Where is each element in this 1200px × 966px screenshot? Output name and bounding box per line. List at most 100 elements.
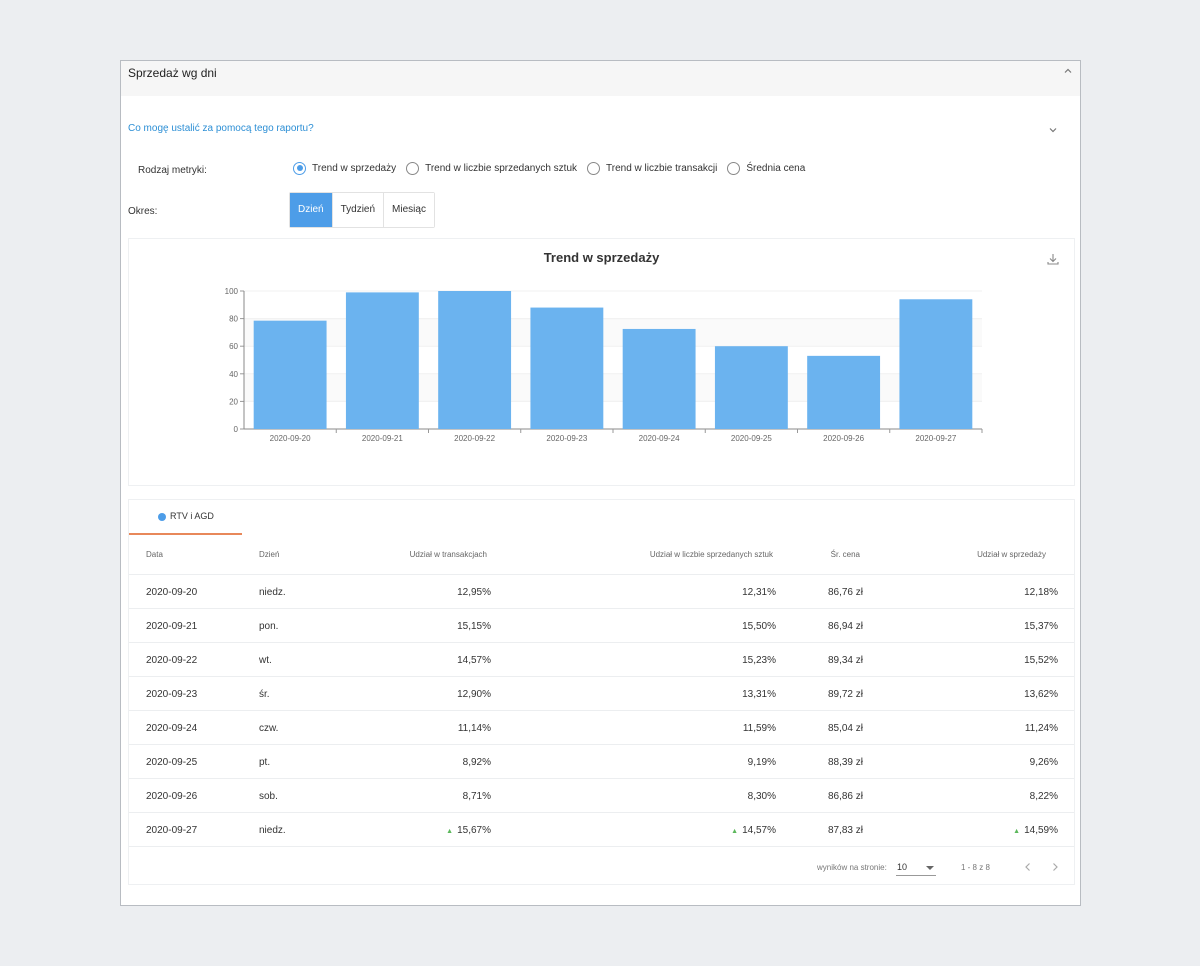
table-row[interactable]: 2020-09-21 pon. 15,15% 15,50% 86,94 zł 15,37% (129, 609, 1074, 643)
cell-transactions: ▲ 15,67% (446, 825, 491, 836)
cell-value: 15,37% (1024, 621, 1058, 632)
cell-date: 2020-09-22 (146, 655, 197, 666)
chevron-down-icon[interactable] (1047, 124, 1059, 136)
cell-transactions: 12,95% (457, 587, 491, 598)
bar[interactable] (622, 328, 696, 429)
radio-button[interactable] (727, 161, 741, 175)
cell-value: 13,62% (1024, 689, 1058, 700)
cell-units: 8,30% (748, 791, 776, 802)
cell-value: 15,23% (742, 655, 776, 666)
chart-title: Trend w sprzedaży (543, 250, 660, 265)
cell-avg-price: 88,39 zł (828, 757, 863, 768)
bar[interactable] (345, 292, 419, 429)
cell-date: 2020-09-23 (146, 689, 197, 700)
col-header-avg-price[interactable]: Śr. cena (830, 550, 860, 559)
cell-value: 2020-09-27 (146, 825, 198, 836)
cell-value: 14,57% (742, 825, 776, 836)
cell-value: 9,26% (1029, 757, 1058, 768)
table-header: Data Dzień Udział w transakcjach Udział … (129, 535, 1074, 575)
bar[interactable] (253, 320, 327, 429)
cell-avg-price: 86,94 zł (828, 621, 863, 632)
cell-value: 15,67% (457, 825, 491, 836)
cell-value: 11,59% (742, 723, 776, 734)
metric-type-label: Rodzaj metryki: (138, 165, 207, 176)
cell-date: 2020-09-27 (146, 825, 197, 836)
col-header-sales[interactable]: Udział w sprzedaży (977, 550, 1046, 559)
cell-units: 13,31% (742, 689, 776, 700)
cell-value: czw. (259, 723, 279, 734)
cell-value: 12,90% (457, 689, 491, 700)
bar[interactable] (807, 355, 881, 429)
radio-trend-transactions[interactable]: Trend w liczbie transakcji (587, 160, 717, 176)
cell-value: 12,18% (1024, 587, 1058, 598)
cell-units: 11,59% (743, 723, 776, 734)
cell-transactions: 11,14% (458, 723, 491, 734)
cell-value: 86,94 zł (827, 621, 863, 632)
period-month-button[interactable]: Miesiąc (384, 193, 434, 227)
x-tick-label: 2020-09-26 (823, 434, 864, 443)
data-table-panel: RTV i AGD Data Dzień Udział w transakcja… (128, 499, 1075, 885)
radio-button[interactable] (587, 161, 601, 175)
cell-day: czw. (259, 723, 278, 734)
cell-sales: 9,26% (1030, 757, 1058, 768)
tab-label: RTV i AGD (170, 511, 214, 521)
chevron-up-icon[interactable] (1062, 65, 1074, 77)
cell-value: 2020-09-26 (146, 791, 198, 802)
x-tick-label: 2020-09-27 (915, 434, 956, 443)
chart-panel: 0 20 40 60 80 100 2020-09-20 2020-09-21 2020-09-… (128, 238, 1075, 486)
per-page-select[interactable]: 10 (896, 860, 936, 876)
cell-sales: 13,62% (1024, 689, 1058, 700)
radio-trend-sales[interactable]: Trend w sprzedaży (293, 160, 396, 176)
cell-value: 2020-09-22 (146, 655, 198, 666)
cell-transactions: 12,90% (457, 689, 491, 700)
cell-value: niedz. (259, 587, 286, 598)
col-header-day[interactable]: Dzień (259, 550, 280, 559)
table-row[interactable]: 2020-09-24 czw. 11,14% 11,59% 85,04 zł 11,24% (129, 711, 1074, 745)
radio-trend-units[interactable]: Trend w liczbie sprzedanych sztuk (406, 160, 577, 176)
trend-up-icon: ▲ (1013, 828, 1021, 835)
x-tick-label: 2020-09-23 (546, 434, 587, 443)
cell-value: 12,95% (457, 587, 491, 598)
tab-rtv-agd[interactable]: RTV i AGD (129, 500, 242, 535)
chevron-right-icon[interactable] (1048, 860, 1062, 874)
table-row[interactable]: 2020-09-26 sob. 8,71% 8,30% 86,86 zł 8,22% (129, 779, 1074, 813)
cell-transactions: 15,15% (457, 621, 491, 632)
cell-avg-price: 89,34 zł (828, 655, 863, 666)
y-tick-label: 0 (234, 425, 239, 434)
download-icon[interactable] (1046, 252, 1060, 266)
radio-button[interactable] (406, 161, 420, 175)
chevron-left-icon[interactable] (1021, 860, 1035, 874)
col-header-units[interactable]: Udział w liczbie sprzedanych sztuk (649, 550, 773, 559)
table-row[interactable]: 2020-09-25 pt. 8,92% 9,19% 88,39 zł 9,26% (129, 745, 1074, 779)
cell-value: 14,57% (457, 655, 491, 666)
table-row[interactable]: 2020-09-20 niedz. 12,95% 12,31% 86,76 zł 12,1… (129, 575, 1074, 609)
bar[interactable] (714, 346, 788, 429)
radio-button[interactable] (293, 161, 306, 175)
table-row[interactable]: 2020-09-27 niedz. ▲ 15,67% ▲ 14,57% 87,83 zł ▲ 1… (129, 813, 1074, 847)
cell-value: 86,76 zł (827, 587, 863, 598)
period-toggle: Dzień Tydzień Miesiąc (289, 192, 435, 228)
period-week-button[interactable]: Tydzień (332, 193, 385, 227)
cell-units: 9,19% (748, 757, 776, 768)
col-header-transactions[interactable]: Udział w transakcjach (409, 550, 487, 559)
table-row[interactable]: 2020-09-23 śr. 12,90% 13,31% 89,72 zł 13,62% (129, 677, 1074, 711)
bar[interactable] (530, 307, 604, 429)
help-question-link[interactable]: Co mogę ustalić za pomocą tego raportu? (128, 123, 314, 134)
radio-average-price[interactable]: Średnia cena (727, 160, 805, 176)
cell-day: sob. (259, 791, 278, 802)
table-row[interactable]: 2020-09-22 wt. 14,57% 15,23% 89,34 zł 15,52% (129, 643, 1074, 677)
col-header-date[interactable]: Data (146, 550, 163, 559)
bar[interactable] (899, 299, 973, 429)
trend-up-icon: ▲ (446, 828, 454, 835)
radio-label: Średnia cena (746, 162, 806, 174)
y-tick-label: 80 (229, 315, 238, 324)
bar[interactable] (438, 291, 512, 429)
cell-value: 9,19% (747, 757, 776, 768)
card-header[interactable]: Sprzedaż wg dni (121, 61, 1080, 96)
cell-value: niedz. (259, 825, 286, 836)
radio-label: Trend w liczbie sprzedanych sztuk (425, 162, 578, 174)
period-day-button[interactable]: Dzień (290, 193, 333, 227)
cell-avg-price: 86,86 zł (828, 791, 863, 802)
cell-sales: 8,22% (1030, 791, 1058, 802)
report-card: Sprzedaż wg dni Co mogę ustalić za pomoc… (120, 60, 1081, 906)
